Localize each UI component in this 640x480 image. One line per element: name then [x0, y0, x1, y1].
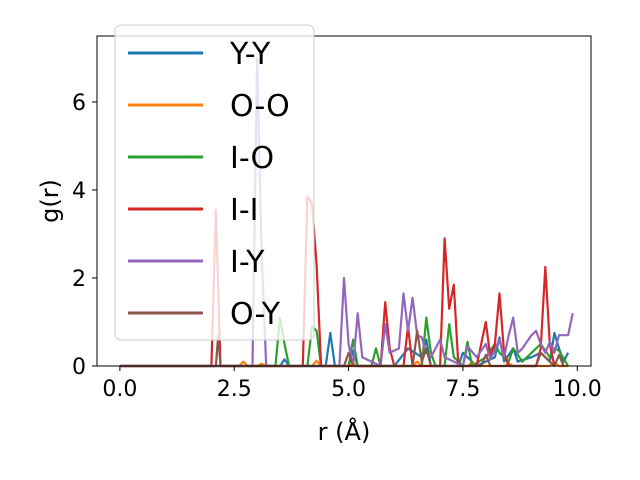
legend-entry-label: O-Y — [230, 297, 281, 332]
legend-entry-label: Y-Y — [229, 37, 271, 72]
x-tick-label: 0.0 — [102, 377, 137, 402]
x-axis-label: r (Å) — [318, 417, 371, 446]
legend-entry-label: I-I — [230, 193, 259, 228]
plot-frame — [96, 35, 592, 367]
y-tick-label: 0 — [72, 355, 86, 380]
y-tick-label: 4 — [72, 179, 86, 204]
legend: Y-Y O-O I-O I-I I-Y O-Y — [114, 24, 315, 341]
y-axis-ticks: 0 2 4 6 — [72, 91, 97, 380]
legend-entry-label: I-O — [230, 141, 274, 176]
y-tick-label: 2 — [72, 267, 86, 292]
y-axis-label: g(r) — [36, 179, 64, 223]
x-tick-label: 7.5 — [445, 377, 480, 402]
legend-box — [114, 24, 315, 341]
legend-entry-label: O-O — [230, 89, 290, 124]
x-tick-label: 2.5 — [217, 377, 252, 402]
legend-entry-label: I-Y — [230, 245, 265, 280]
series-line-i-y — [119, 56, 574, 368]
y-tick-label: 6 — [72, 91, 86, 116]
x-axis-ticks: 0.0 2.5 5.0 7.5 10.0 — [102, 366, 602, 402]
x-tick-label: 5.0 — [331, 377, 366, 402]
x-tick-label: 10.0 — [553, 377, 602, 402]
